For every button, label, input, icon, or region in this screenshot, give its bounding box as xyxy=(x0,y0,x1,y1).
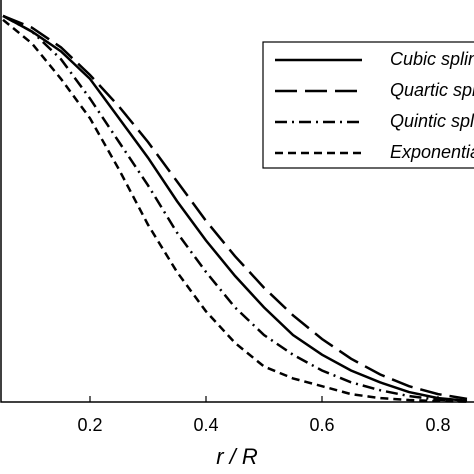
series-line xyxy=(2,14,468,401)
x-tick-label: 0.4 xyxy=(193,415,218,435)
series-line xyxy=(2,14,468,403)
plot-frame xyxy=(0,0,474,403)
x-tick-label: 0.8 xyxy=(425,415,450,435)
legend-label: Quintic spline xyxy=(390,111,474,131)
series-line xyxy=(2,14,468,403)
legend-label: Quartic spline xyxy=(390,80,474,100)
x-tick-label: 0.6 xyxy=(309,415,334,435)
x-tick-label: 0.2 xyxy=(77,415,102,435)
legend-label: Exponential xyxy=(390,142,474,162)
legend-box xyxy=(262,41,474,169)
x-axis-label: r / R xyxy=(216,444,258,469)
legend-label: Cubic spline xyxy=(390,49,474,69)
